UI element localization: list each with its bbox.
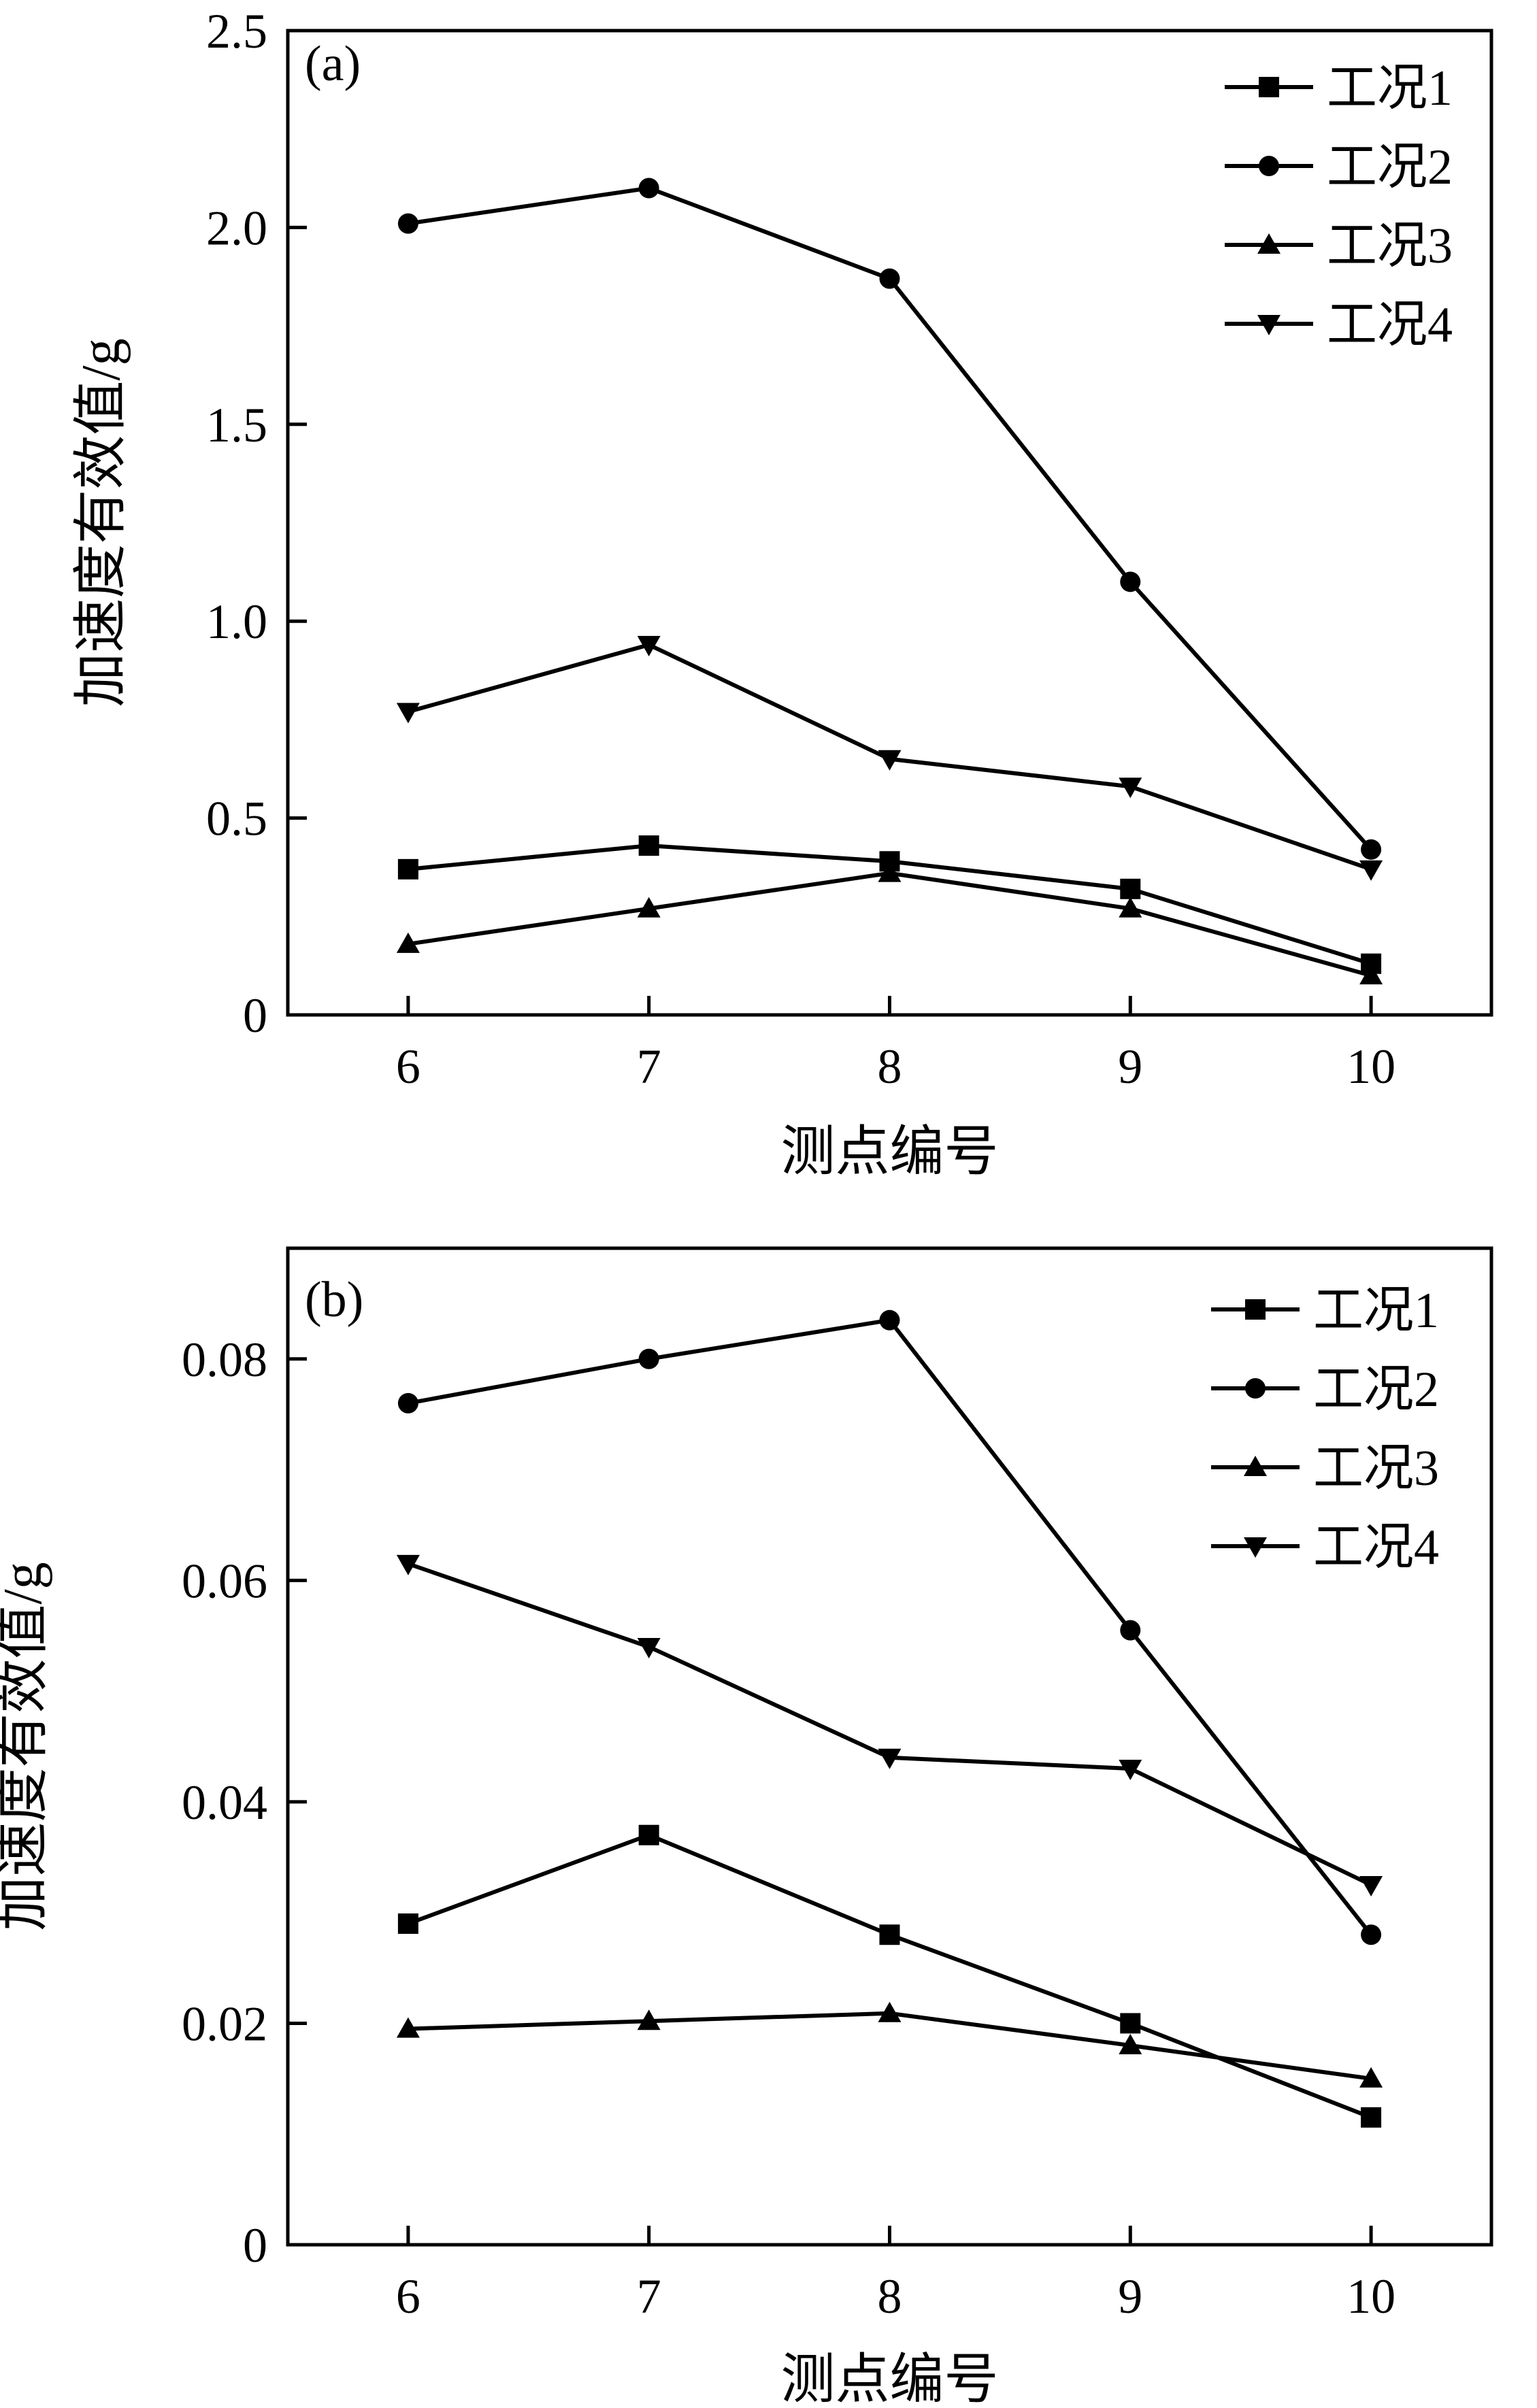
data-point-series-3: [1119, 897, 1142, 918]
legend-label: 工况4: [1327, 297, 1453, 353]
legend-label: 工况1: [1327, 61, 1453, 116]
chart-panel-a: 6 7 8 9 10 0 0.5 1.0 1.5 2.0 2.5 测点编号 加速度有效值/g (a) 工况1…: [71, 4, 1493, 1182]
data-point-series-1: [1120, 878, 1141, 899]
chart-panel-b: 6 7 8 9 10 0 0.02 0.04 0.06 0.08 测点编号 加速度有效值/g (b) 工况…: [0, 1246, 1493, 2408]
legend: 工况1 工况2 工况3 工况4: [1211, 1283, 1439, 1575]
data-point-series-1: [638, 835, 659, 856]
data-point-series-4: [637, 1638, 661, 1658]
x-tick-label: 9: [1118, 2269, 1142, 2324]
y-tick-label: 2.5: [206, 4, 267, 58]
data-point-series-4: [1119, 1760, 1142, 1781]
data-point-series-4: [1359, 860, 1383, 881]
legend-label: 工况2: [1313, 1362, 1439, 1418]
data-point-series-1: [638, 1824, 659, 1845]
panel-label: (a): [305, 36, 361, 92]
y-tick-label: 0.5: [206, 792, 267, 846]
data-point-series-2: [1361, 1924, 1382, 1945]
x-tick-label: 10: [1346, 1039, 1395, 1094]
data-point-series-3: [1359, 964, 1383, 985]
legend-label: 工况2: [1327, 139, 1453, 195]
panel-label: (b): [305, 1272, 363, 1328]
y-tick-label: 0.06: [182, 1554, 267, 1608]
y-axis-label: 加速度有效值/g: [0, 1562, 53, 1930]
y-tick-label: 0: [243, 988, 267, 1043]
x-axis-label: 测点编号: [781, 2350, 999, 2408]
legend-marker: [1244, 1456, 1267, 1476]
data-point-series-3: [878, 2001, 902, 2022]
y-tick-label: 2.0: [206, 201, 267, 255]
y-tick-label: 1.5: [206, 398, 267, 452]
data-point-series-2: [879, 1309, 900, 1331]
x-tick-label: 7: [637, 1039, 661, 1094]
data-point-series-1: [879, 1924, 900, 1945]
legend-marker: [1259, 156, 1279, 176]
legend-label: 工况3: [1313, 1441, 1439, 1496]
legend-label: 工况3: [1327, 218, 1453, 274]
data-point-series-4: [1119, 777, 1142, 799]
data-point-series-3: [637, 897, 661, 918]
legend-marker: [1244, 1537, 1267, 1558]
y-tick-label: 0.08: [182, 1333, 267, 1387]
data-point-series-3: [637, 2009, 661, 2030]
y-tick-label: 0.04: [182, 1775, 267, 1830]
data-point-series-4: [396, 1554, 420, 1575]
data-point-series-2: [397, 1392, 418, 1414]
data-point-series-4: [1359, 1875, 1383, 1896]
data-point-series-1: [397, 1913, 418, 1934]
data-point-series-1: [397, 858, 418, 880]
data-point-series-2: [879, 268, 900, 289]
legend: 工况1 工况2 工况3 工况4: [1225, 61, 1453, 353]
series-line-1: [407, 1833, 1372, 2120]
data-point-series-3: [1359, 2067, 1383, 2088]
data-point-series-4: [637, 635, 661, 656]
data-point-series-4: [396, 703, 420, 724]
series-line-2: [408, 1318, 1373, 1937]
legend-marker: [1257, 233, 1280, 254]
data-point-series-3: [396, 932, 420, 953]
x-tick-label: 8: [878, 2269, 902, 2324]
data-point-series-4: [878, 1748, 902, 1769]
data-point-series-3: [396, 2017, 420, 2038]
x-axis-label: 测点编号: [781, 1122, 999, 1182]
x-tick-label: 10: [1346, 2269, 1395, 2324]
x-tick-label: 8: [878, 1039, 902, 1094]
legend-marker: [1245, 1299, 1266, 1320]
data-point-series-3: [1119, 2034, 1142, 2054]
series-line-3: [408, 2011, 1372, 2081]
data-point-series-2: [638, 1348, 659, 1369]
x-tick-label: 6: [396, 1039, 420, 1094]
y-tick-label: 0: [243, 2218, 267, 2273]
data-point-series-1: [1361, 2107, 1382, 2128]
legend-label: 工况1: [1313, 1283, 1439, 1339]
x-tick-label: 9: [1118, 1039, 1142, 1094]
legend-marker: [1259, 77, 1279, 97]
data-point-series-2: [397, 213, 418, 234]
data-point-series-2: [1120, 571, 1141, 592]
y-axis-label: 加速度有效值/g: [71, 338, 131, 707]
data-point-series-1: [1120, 2013, 1141, 2034]
y-tick-label: 0.02: [182, 1996, 267, 2051]
data-point-series-2: [638, 178, 659, 199]
legend-label: 工况4: [1313, 1520, 1439, 1575]
data-point-series-4: [878, 750, 902, 771]
series-line-3: [408, 871, 1372, 978]
y-tick-label: 1.0: [206, 595, 267, 649]
x-tick-label: 6: [396, 2269, 420, 2324]
legend-marker: [1257, 315, 1280, 335]
x-tick-label: 7: [637, 2269, 661, 2324]
data-point-series-3: [878, 861, 902, 882]
series-line-4: [407, 1562, 1372, 1887]
data-point-series-2: [1361, 839, 1382, 860]
legend-marker: [1245, 1378, 1266, 1399]
data-point-series-2: [1120, 1620, 1141, 1641]
